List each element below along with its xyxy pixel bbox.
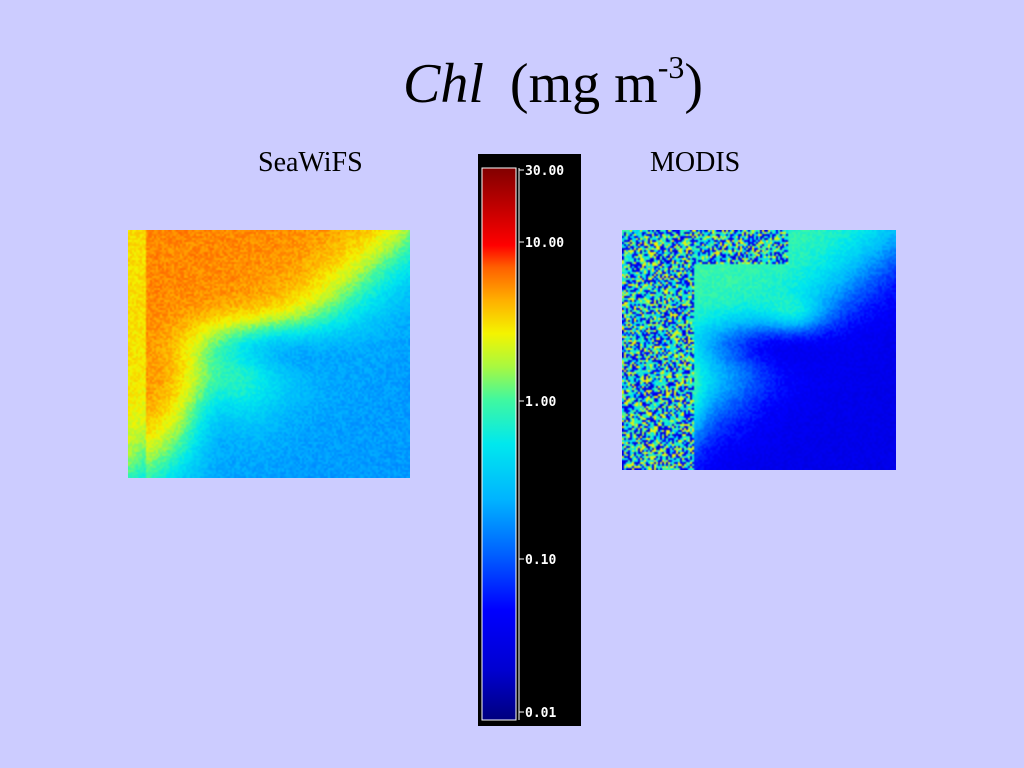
tick-label-0-01: 0.01 xyxy=(525,706,556,721)
title-units-exponent: -3 xyxy=(657,49,685,85)
title-variable: Chl xyxy=(403,53,484,115)
tick-label-30: 30.00 xyxy=(525,164,564,179)
tick-label-0-1: 0.10 xyxy=(525,553,556,568)
seawifs-label: SeaWiFS xyxy=(258,147,363,178)
chlorophyll-colorbar: 30.00 10.00 1.00 0.10 0.01 xyxy=(478,154,581,726)
title-units-close: ) xyxy=(684,53,703,115)
tick-label-10: 10.00 xyxy=(525,236,564,251)
slide-title: Chl (mg m-3) xyxy=(0,32,1024,119)
colorbar-labels: 30.00 10.00 1.00 0.10 0.01 xyxy=(525,164,564,721)
colorbar-gradient xyxy=(481,167,517,721)
modis-chlorophyll-image xyxy=(622,230,896,470)
tick-label-1: 1.00 xyxy=(525,395,556,410)
seawifs-chlorophyll-image xyxy=(128,230,410,478)
title-units: (mg m xyxy=(509,53,658,115)
colorbar-ticks xyxy=(519,169,524,713)
modis-label: MODIS xyxy=(650,147,741,178)
